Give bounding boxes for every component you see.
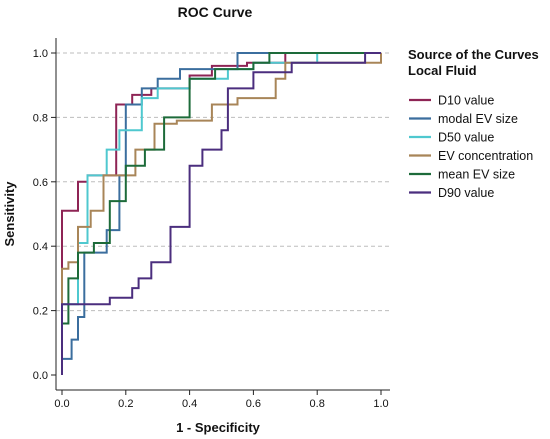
y-axis-label: Sensitivity [2, 181, 17, 247]
series-line-d10-value [61, 52, 381, 375]
y-tick-label: 0.4 [33, 241, 48, 253]
x-tick-label: 0.6 [246, 398, 261, 410]
x-tick-label: 0.2 [118, 398, 133, 410]
legend-title-line-1: Source of the Curves [408, 47, 539, 62]
series-line-mean-ev-size [61, 52, 381, 375]
grid-lines [56, 52, 390, 312]
legend-label-d90-value: D90 value [438, 186, 494, 200]
y-tick-label: 0.2 [33, 306, 48, 318]
legend-title-line-2: Local Fluid [408, 63, 477, 78]
legend-label-modal-ev-size: modal EV size [438, 112, 518, 126]
series-line-d90-value [61, 52, 381, 375]
y-tick-labels: 0.0 0.2 0.4 0.6 0.8 1.0 [33, 48, 48, 382]
series-lines [61, 52, 382, 375]
x-tick-label: 0.4 [182, 398, 197, 410]
y-tick-label: 0.8 [33, 112, 48, 124]
legend-label-d10-value: D10 value [438, 94, 494, 108]
x-tick-label: 0.0 [54, 398, 69, 410]
legend-label-ev-concentration: EV concentration [438, 149, 533, 163]
x-tick-label: 1.0 [373, 398, 388, 410]
legend-label-d50-value: D50 value [438, 131, 494, 145]
y-tick-label: 0.6 [33, 177, 48, 189]
axes [51, 38, 390, 395]
chart-title: ROC Curve [178, 4, 253, 20]
x-tick-labels: 0.0 0.2 0.4 0.6 0.8 1.0 [54, 398, 388, 410]
legend-items: D10 value modal EV size D50 value EV concen… [409, 94, 533, 200]
y-tick-label: 1.0 [33, 48, 48, 60]
y-tick-label: 0.0 [33, 370, 48, 382]
legend-label-mean-ev-size: mean EV size [438, 168, 515, 182]
x-axis-label: 1 - Specificity [176, 420, 261, 435]
legend: Source of the Curves Local Fluid D10 val… [408, 47, 539, 200]
x-tick-label: 0.8 [310, 398, 325, 410]
